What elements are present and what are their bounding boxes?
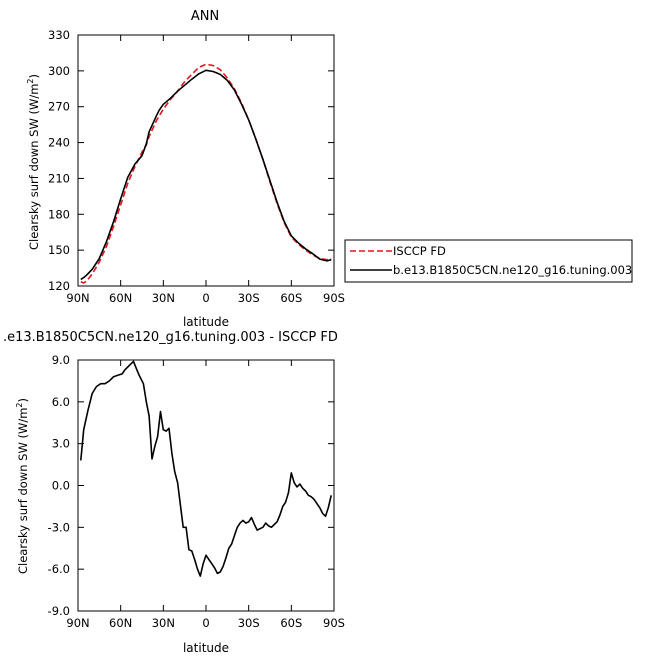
tick-layer: 90N 60N 30N 0 30S 60S 90S 120 150 180 210 240 270 300… — [48, 28, 345, 305]
series-isccp-fd-line — [80, 63, 332, 284]
x-tick-label: 30S — [238, 616, 260, 630]
plot-frame — [77, 359, 335, 612]
y-axis-label: Clearsky surf down SW (W/m2) — [26, 74, 41, 250]
x-tick-label: 30N — [152, 291, 175, 305]
series-difference-line — [80, 360, 332, 577]
x-tick-label: 90N — [66, 291, 89, 305]
x-tick-label: 60N — [109, 616, 132, 630]
x-tick-label: 60N — [109, 291, 132, 305]
y-tick-label: 240 — [48, 136, 70, 150]
x-tick-label: 60S — [280, 291, 302, 305]
y-tick-label: -3.0 — [48, 520, 70, 534]
x-axis-label: latitude — [183, 641, 229, 655]
y-tick-label: 210 — [48, 171, 70, 185]
x-tick-label: 90S — [323, 616, 345, 630]
x-tick-label: 30N — [152, 616, 175, 630]
y-tick-label: 9.0 — [52, 353, 70, 367]
y-axis-label: Clearsky surf down SW (W/m2) — [15, 398, 30, 574]
x-tick-label: 0 — [202, 616, 209, 630]
y-tick-label: 6.0 — [52, 395, 70, 409]
y-tick-label: 270 — [48, 100, 70, 114]
x-tick-label: 90S — [323, 291, 345, 305]
y-tick-label: 150 — [48, 243, 70, 257]
y-tick-label: 120 — [48, 279, 70, 293]
x-tick-label: 0 — [202, 291, 209, 305]
series-model-line — [80, 69, 332, 281]
tick-layer: 90N 60N 30N 0 30S 60S 90S -9.0 -6.0 -3.0 0.0 3.0 6.0… — [48, 353, 345, 630]
panel-title: ANN — [191, 9, 219, 24]
y-tick-label: 3.0 — [52, 437, 70, 451]
y-tick-label: 0.0 — [52, 479, 70, 493]
panel-annual-mean: ANN Clearsky surf down SW (W/m2) latitud… — [26, 9, 345, 329]
y-tick-label: -6.0 — [48, 562, 70, 576]
legend-box — [344, 239, 633, 283]
x-tick-label: 90N — [66, 616, 89, 630]
y-tick-label: -9.0 — [48, 604, 70, 618]
y-tick-label: 180 — [48, 207, 70, 221]
panel-title: .e13.B1850C5CN.ne120_g16.tuning.003 - IS… — [3, 330, 338, 345]
x-axis-label: latitude — [183, 315, 229, 329]
y-tick-label: 330 — [48, 28, 70, 42]
series-layer — [80, 360, 332, 577]
panel-difference: .e13.B1850C5CN.ne120_g16.tuning.003 - IS… — [3, 330, 345, 655]
x-tick-label: 60S — [280, 616, 302, 630]
y-tick-label: 300 — [48, 64, 70, 78]
series-layer — [80, 63, 332, 284]
x-tick-label: 30S — [238, 291, 260, 305]
plot-frame — [77, 34, 335, 287]
legend: ISCCP FD b.e13.B1850C5CN.ne120_g16.tunin… — [344, 239, 633, 283]
legend-label-isccp: ISCCP FD — [393, 244, 446, 258]
legend-label-model: b.e13.B1850C5CN.ne120_g16.tuning.003 — [393, 263, 632, 277]
